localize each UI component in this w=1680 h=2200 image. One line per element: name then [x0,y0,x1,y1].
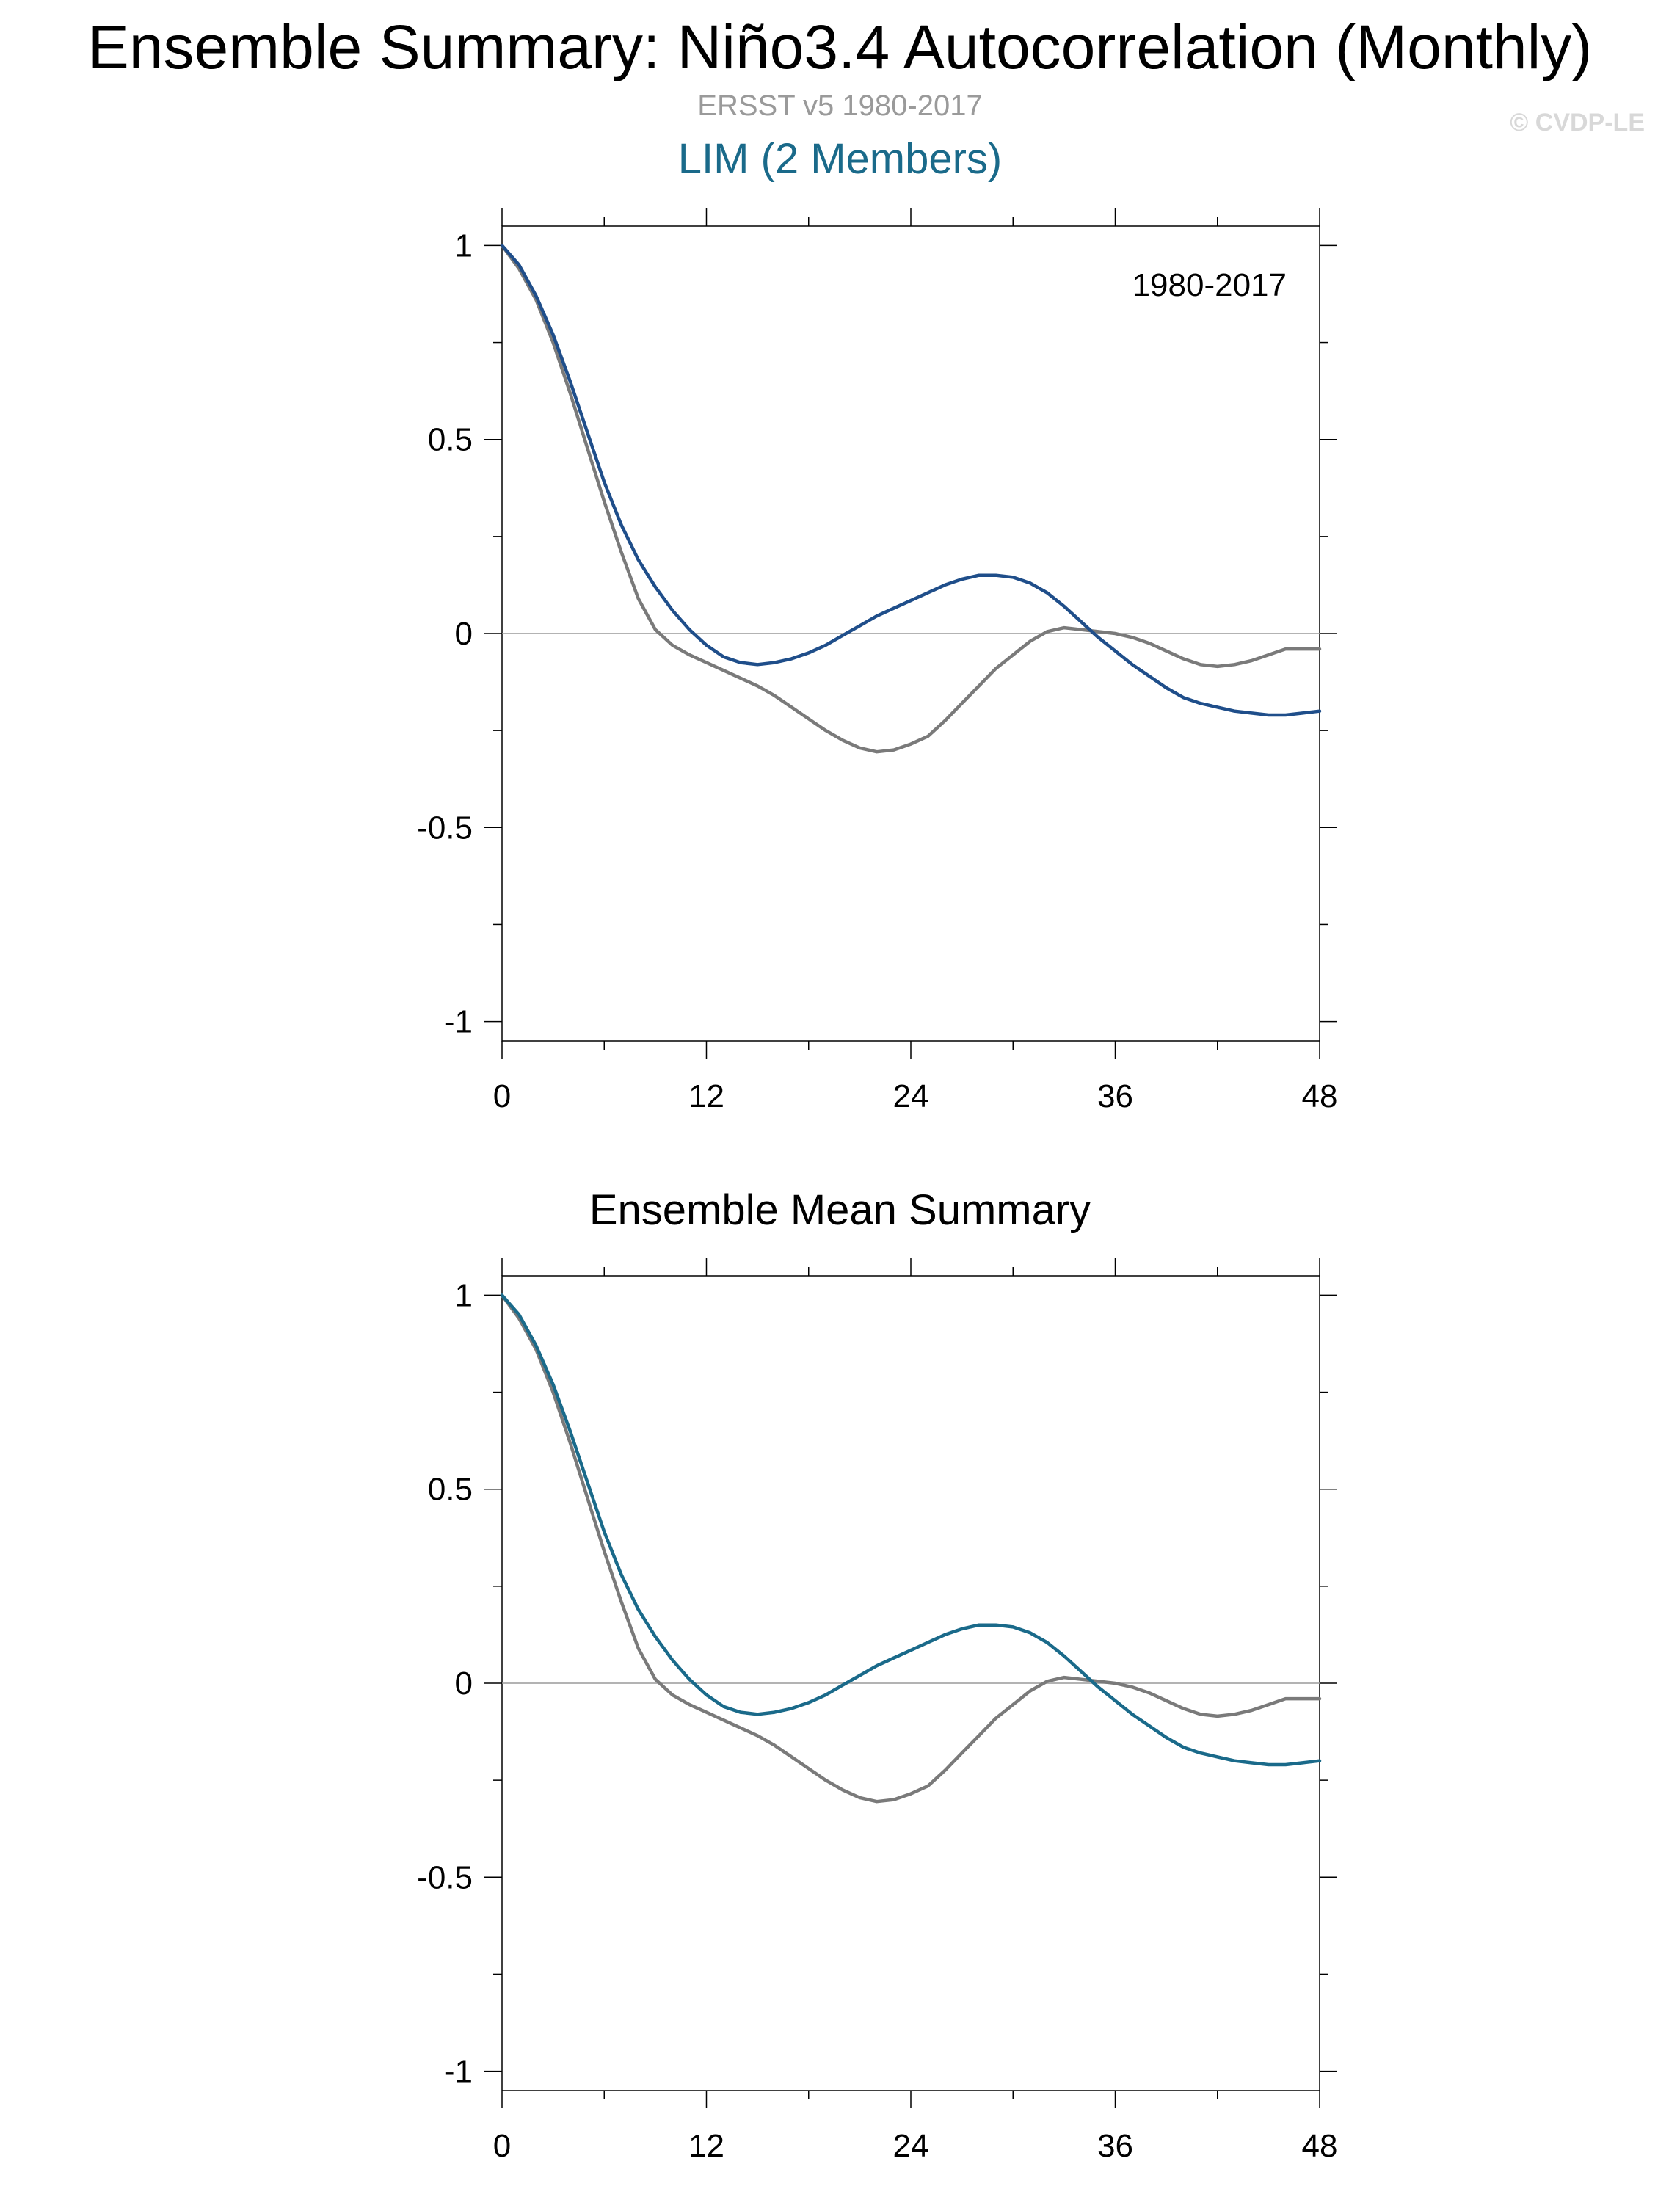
panel1-y-tick-label: -1 [444,1004,473,1040]
panel1-y-tick-label: -0.5 [417,810,473,846]
main-title: Ensemble Summary: Niño3.4 Autocorrelatio… [87,12,1593,81]
panel2-y-tick-label: 1 [455,1277,473,1313]
panel2-y-tick-label: 0 [455,1666,473,1702]
panel2-model-series-line [500,1293,1322,1767]
panel2-y-tick-label: -0.5 [417,1859,473,1895]
panel1-model-series-line [500,244,1322,717]
panel2-y-tick-label: 0.5 [428,1472,473,1508]
panel1-x-tick-label: 12 [688,1078,724,1114]
panel1-x-tick-label: 24 [893,1078,929,1114]
panel1-period-annotation: 1980-2017 [1132,267,1287,303]
panel1-y-tick-label: 0.5 [428,422,473,458]
panel1-y-tick-label: 1 [455,228,473,264]
panel2-x-tick-label: 12 [688,2128,724,2164]
panel2-x-tick-label: 24 [893,2128,929,2164]
panel2-x-tick-label: 48 [1302,2128,1338,2164]
panel1-x-tick-label: 36 [1097,1078,1133,1114]
panel1-x-tick-label: 0 [493,1078,511,1114]
panel1-x-tick-label: 48 [1302,1078,1338,1114]
credit-watermark: © CVDP-LE [1510,109,1645,137]
panel2-observed-series-line [500,1293,1322,1804]
panel2-x-tick-label: 36 [1097,2128,1133,2164]
panel1-title: LIM (2 Members) [677,135,1003,183]
panel2-y-tick-label: -1 [444,2054,473,2090]
panel1-observed-series-line [500,244,1322,754]
panel1-y-tick-label: 0 [455,616,473,652]
subtitle: ERSST v5 1980-2017 [697,90,983,122]
panel2-title: Ensemble Mean Summary [589,1186,1091,1234]
panel2-x-tick-label: 0 [493,2128,511,2164]
